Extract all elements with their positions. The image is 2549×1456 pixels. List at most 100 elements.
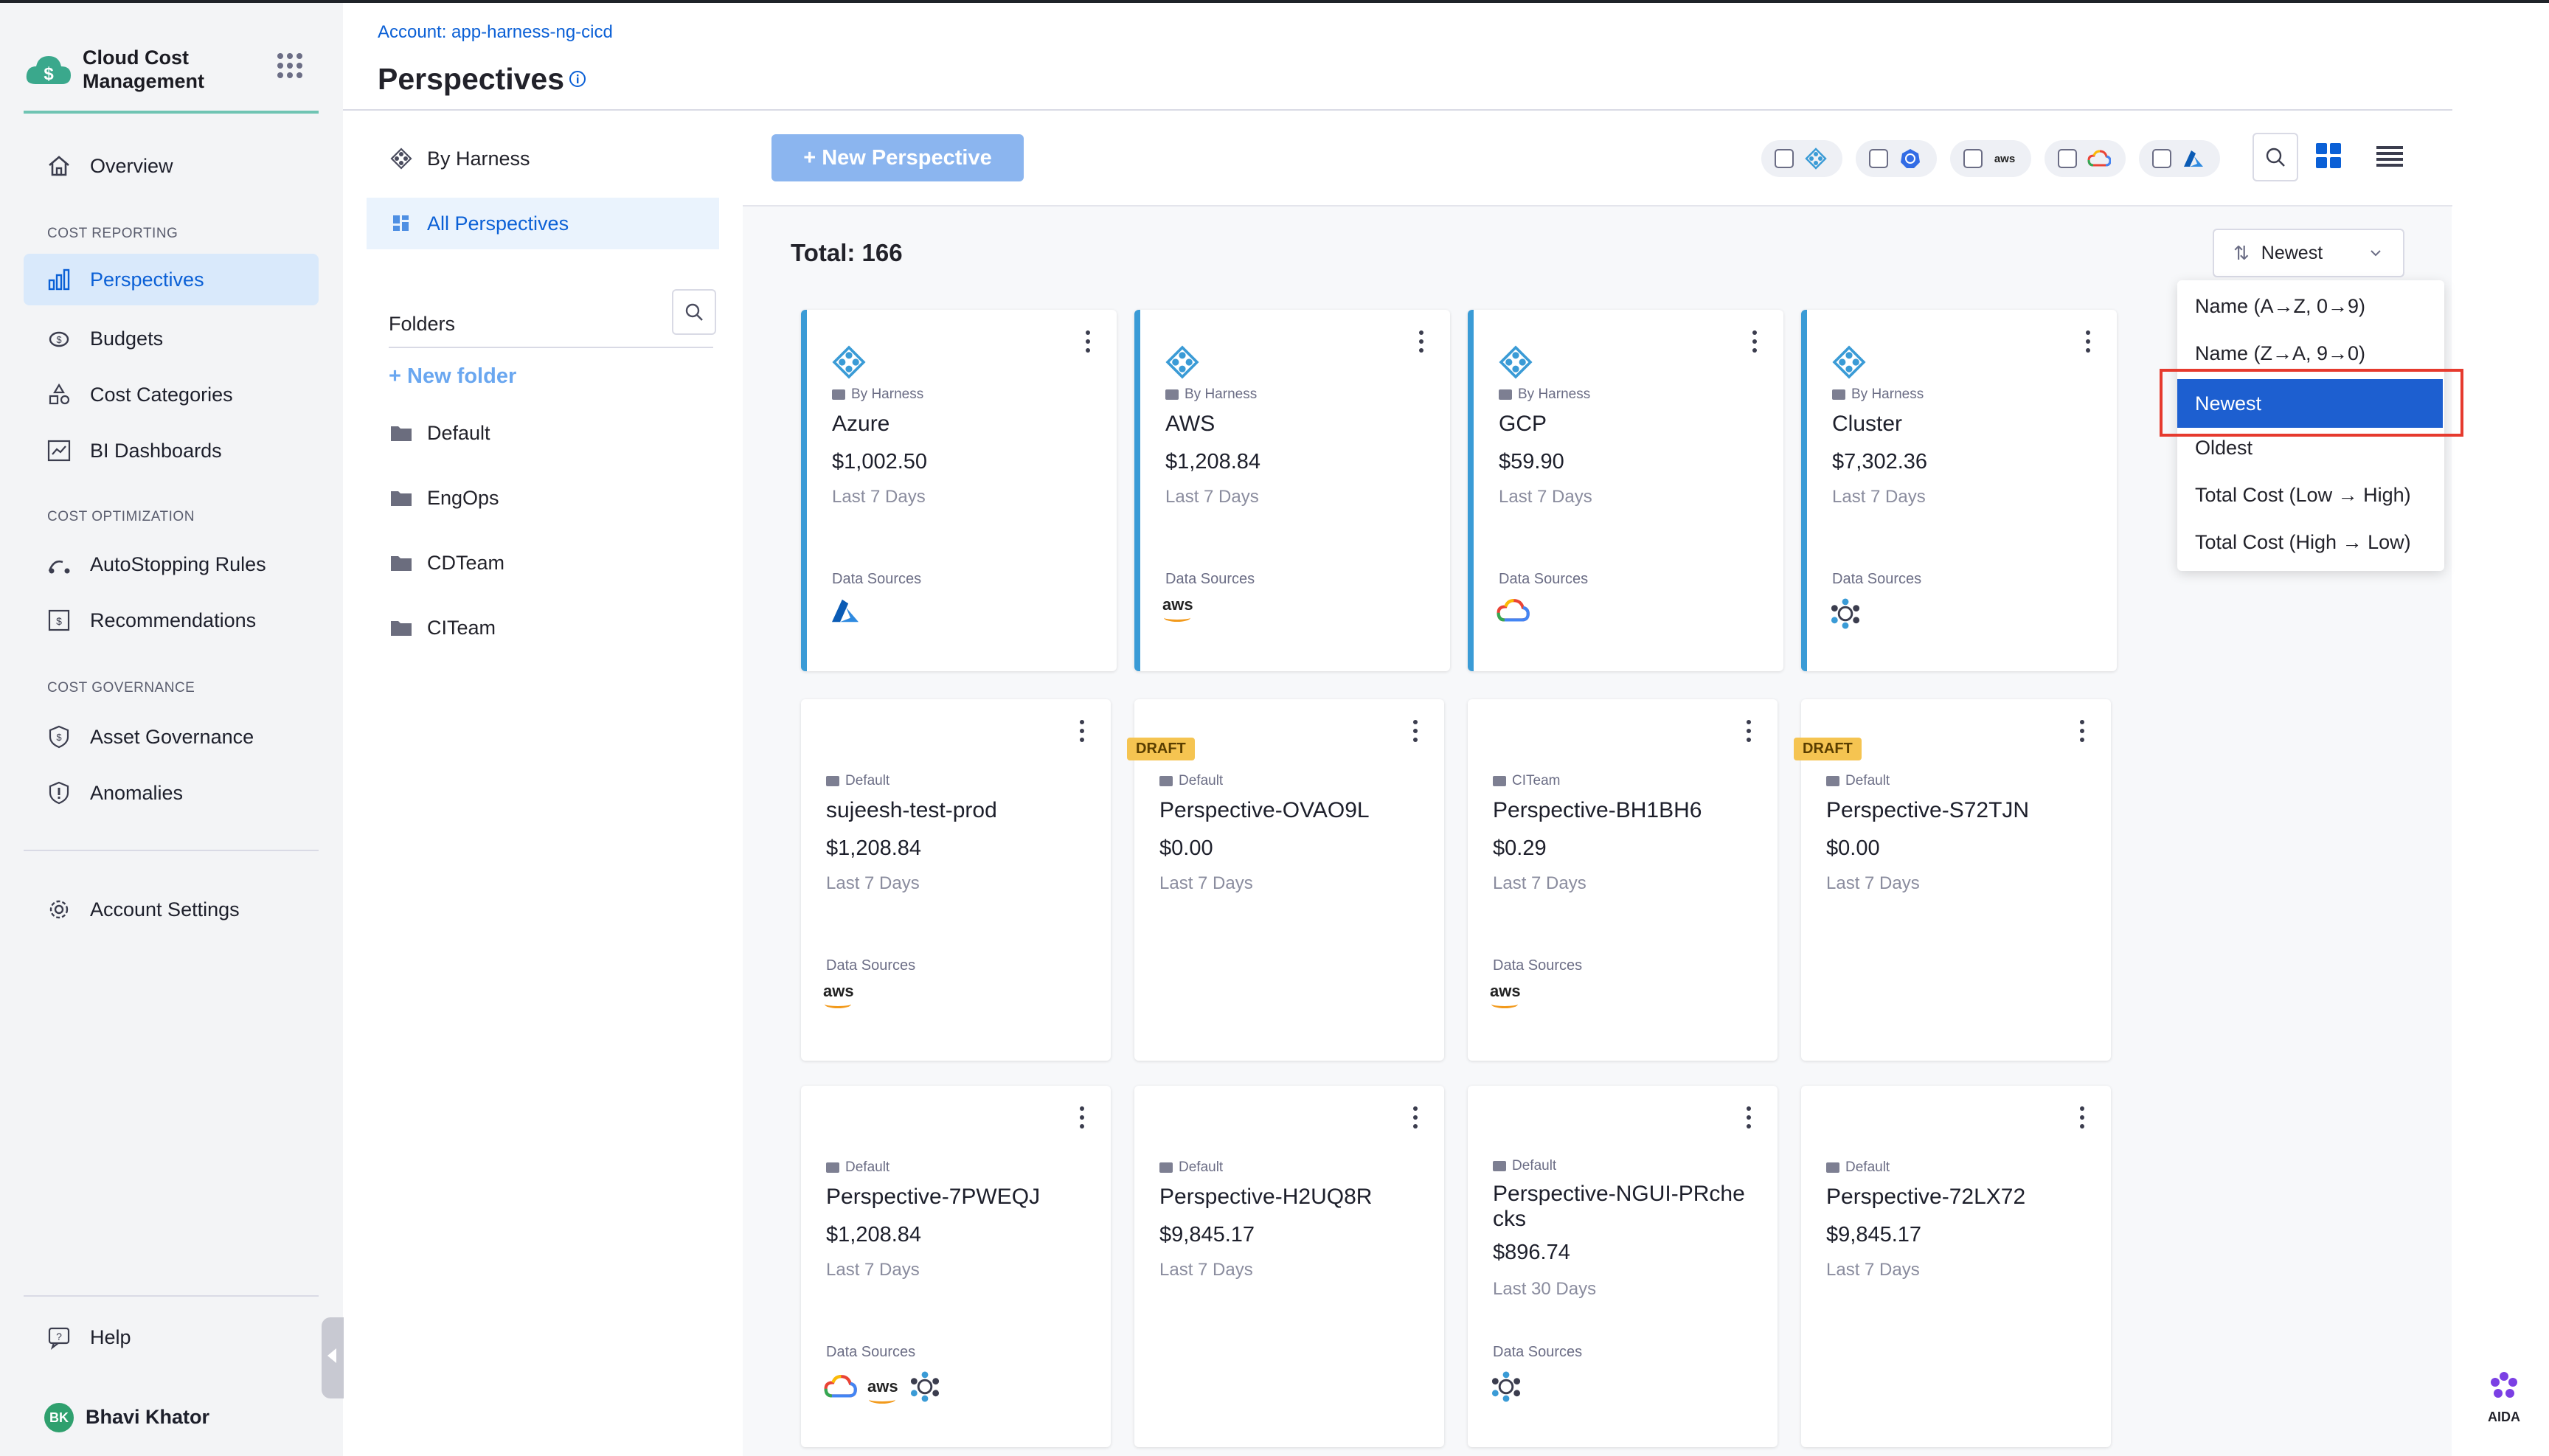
account-breadcrumb[interactable]: Account: app-harness-ng-cicd xyxy=(378,22,613,42)
card-folder-label: By Harness xyxy=(1851,386,1924,402)
avatar[interactable]: BK xyxy=(44,1403,74,1432)
sort-selected-label: Newest xyxy=(2261,242,2323,263)
new-folder-button[interactable]: + New folder xyxy=(389,364,517,388)
card-folder-label: By Harness xyxy=(1185,386,1258,402)
filter-azure[interactable] xyxy=(2139,140,2220,177)
nav-cost-categories[interactable]: Cost Categories xyxy=(24,369,319,420)
grid-view-toggle[interactable] xyxy=(2316,143,2341,168)
card-period: Last 7 Days xyxy=(1159,1260,1253,1280)
nav-overview[interactable]: Overview xyxy=(24,140,319,192)
folder-item[interactable]: CDTeam xyxy=(389,550,504,575)
folder-item[interactable]: Default xyxy=(389,420,490,446)
sort-option[interactable]: Total Cost (High → Low) xyxy=(2195,531,2411,553)
by-harness-filter[interactable]: By Harness xyxy=(389,146,530,171)
folder-icon xyxy=(826,776,839,786)
cluster-icon xyxy=(1491,1371,1521,1402)
data-sources-label: Data Sources xyxy=(826,1344,916,1360)
list-view-toggle[interactable] xyxy=(2376,146,2403,167)
nav-anomalies-label: Anomalies xyxy=(90,781,184,804)
sort-option[interactable]: Name (A→Z, 0→9) xyxy=(2195,295,2366,317)
nav-autostopping-rules[interactable]: AutoStopping Rules xyxy=(24,538,319,590)
sort-option[interactable]: Total Cost (Low → High) xyxy=(2195,484,2411,506)
perspective-card[interactable]: Default sujeesh-test-prod $1,208.84 Last 7 … xyxy=(801,699,1111,1061)
new-perspective-button[interactable]: + New Perspective xyxy=(771,134,1024,181)
card-period: Last 30 Days xyxy=(1493,1279,1597,1299)
card-folder: Default xyxy=(1159,773,1223,789)
filter-checkbox[interactable] xyxy=(1963,149,1983,168)
card-folder-label: By Harness xyxy=(1518,386,1591,402)
card-menu-icon[interactable] xyxy=(1413,1106,1418,1129)
folders-search-button[interactable] xyxy=(672,289,716,335)
card-menu-icon[interactable] xyxy=(1080,1106,1084,1129)
filter-checkbox[interactable] xyxy=(2152,149,2171,168)
card-menu-icon[interactable] xyxy=(1086,330,1090,353)
nav-account-settings[interactable]: Account Settings xyxy=(24,884,319,935)
perspective-card[interactable]: By Harness Azure $1,002.50 Last 7 Days Data … xyxy=(801,310,1117,671)
perspective-card[interactable]: Default Perspective-NGUI-PRche cks $896.74 L… xyxy=(1468,1086,1778,1447)
card-folder: CITeam xyxy=(1493,773,1560,789)
sort-option[interactable]: Oldest xyxy=(2195,437,2253,459)
nav-perspectives[interactable]: Perspectives xyxy=(24,254,319,305)
nav-asset-governance[interactable]: $ Asset Governance xyxy=(24,711,319,763)
folder-icon xyxy=(389,615,414,640)
data-sources-label: Data Sources xyxy=(832,571,922,587)
folder-item[interactable]: CITeam xyxy=(389,615,496,640)
nav-anomalies[interactable]: Anomalies xyxy=(24,767,319,819)
folder-icon xyxy=(832,389,845,400)
folder-icon xyxy=(389,485,414,510)
card-menu-icon[interactable] xyxy=(2080,1106,2084,1129)
nav-recommendations[interactable]: $ Recommendations xyxy=(24,594,319,646)
folder-icon xyxy=(1826,1162,1839,1173)
perspective-card[interactable]: Default Perspective-7PWEQJ $1,208.84 Last 7… xyxy=(801,1086,1111,1447)
filter-aws[interactable]: aws xyxy=(1950,140,2031,177)
filter-checkbox[interactable] xyxy=(1775,149,1794,168)
sort-option[interactable]: Name (Z→A, 9→0) xyxy=(2195,342,2366,364)
aws-icon: aws xyxy=(823,982,854,1008)
nav-bi-dashboards[interactable]: BI Dashboards xyxy=(24,425,319,476)
card-menu-icon[interactable] xyxy=(2080,720,2084,742)
folder-item[interactable]: EngOps xyxy=(389,485,499,510)
gcp-icon xyxy=(2086,145,2112,172)
filter-checkbox[interactable] xyxy=(2058,149,2077,168)
user-name[interactable]: Bhavi Khator xyxy=(86,1406,210,1428)
filter-checkbox[interactable] xyxy=(1869,149,1888,168)
card-menu-icon[interactable] xyxy=(1413,720,1418,742)
info-icon[interactable] xyxy=(568,69,587,89)
app-switcher-icon[interactable] xyxy=(277,53,302,78)
folder-label: CITeam xyxy=(427,616,496,639)
filter-harness[interactable] xyxy=(1761,140,1842,177)
perspective-card[interactable]: DRAFT Default Perspective-S72TJN $0.00 Last … xyxy=(1794,699,2111,1061)
card-menu-icon[interactable] xyxy=(1747,720,1751,742)
app-brand[interactable]: $ Cloud Cost Management xyxy=(24,43,319,114)
filter-gcp[interactable] xyxy=(2045,140,2126,177)
nav-perspectives-label: Perspectives xyxy=(90,268,204,291)
harness-icon xyxy=(1499,345,1533,379)
card-menu-icon[interactable] xyxy=(1080,720,1084,742)
card-menu-icon[interactable] xyxy=(1419,330,1423,353)
aida-assistant[interactable]: AIDA xyxy=(2486,1369,2522,1424)
perspective-card[interactable]: By Harness GCP $59.90 Last 7 Days Data Sourc… xyxy=(1468,310,1783,671)
all-perspectives-item[interactable]: All Perspectives xyxy=(389,211,569,236)
nav-help[interactable]: ? Help xyxy=(24,1311,319,1363)
sort-option-selected[interactable]: Newest xyxy=(2177,379,2443,428)
sort-dropdown[interactable]: ⇅ Newest xyxy=(2213,229,2404,277)
sidebar-collapse-button[interactable] xyxy=(322,1317,344,1398)
data-sources-label: Data Sources xyxy=(1165,571,1255,587)
card-folder-label: By Harness xyxy=(851,386,924,402)
perspective-card[interactable]: By Harness Cluster $7,302.36 Last 7 Days Dat… xyxy=(1801,310,2117,671)
perspective-card[interactable]: Default Perspective-72LX72 $9,845.17 Last 7… xyxy=(1801,1086,2111,1447)
perspective-card[interactable]: By Harness AWS $1,208.84 Last 7 Days Data So… xyxy=(1134,310,1450,671)
filter-cluster[interactable] xyxy=(1856,140,1937,177)
perspective-card[interactable]: CITeam Perspective-BH1BH6 $0.29 Last 7 Days… xyxy=(1468,699,1778,1061)
card-menu-icon[interactable] xyxy=(1747,1106,1751,1129)
card-menu-icon[interactable] xyxy=(1752,330,1757,353)
card-folder-label: Default xyxy=(1179,1159,1224,1175)
aws-icon: aws xyxy=(1994,152,2016,165)
search-button[interactable] xyxy=(2253,133,2298,181)
folders-panel: By Harness All Perspectives Folders + Ne… xyxy=(344,111,744,1456)
card-menu-icon[interactable] xyxy=(2086,330,2090,353)
nav-budgets[interactable]: $ Budgets xyxy=(24,313,319,364)
perspective-card[interactable]: Default Perspective-H2UQ8R $9,845.17 Last 7… xyxy=(1134,1086,1444,1447)
perspective-card[interactable]: DRAFT Default Perspective-OVAO9L $0.00 Last … xyxy=(1127,699,1444,1061)
dashboard-icon xyxy=(44,436,74,465)
